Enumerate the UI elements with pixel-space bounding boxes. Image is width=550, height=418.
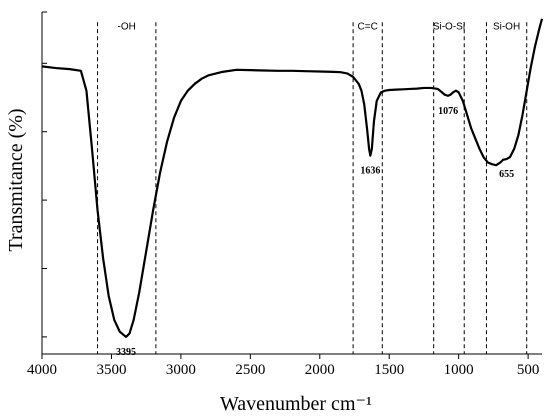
peak-label: 655	[499, 169, 514, 180]
y-axis-label: Transmitance (%)	[5, 108, 27, 251]
band-labels: -OH C=C Si-O-Si Si-OH	[118, 21, 521, 32]
x-tick-label: 1500	[374, 362, 404, 378]
x-axis-label: Wavenumber cm⁻¹	[220, 393, 372, 415]
x-tick-label: 500	[517, 362, 540, 378]
x-ticks: 4000 3500 3000 2500 2000 1500 1000 500	[27, 354, 539, 378]
x-tick-label: 2000	[305, 362, 335, 378]
x-tick-label: 2500	[235, 362, 265, 378]
peak-labels: 3395 1636 1076 655	[116, 106, 514, 358]
peak-label: 1076	[438, 106, 458, 117]
x-tick-label: 3500	[96, 362, 126, 378]
x-tick-label: 4000	[27, 362, 57, 378]
peak-label: 1636	[360, 166, 380, 177]
spectrum-line	[41, 18, 544, 338]
band-label: Si-O-Si	[433, 21, 465, 32]
band-label: Si-OH	[493, 21, 520, 32]
y-ticks	[42, 11, 47, 338]
band-label: -OH	[118, 21, 136, 32]
x-tick-label: 1000	[444, 362, 474, 378]
axes	[41, 12, 542, 355]
peak-label: 3395	[116, 347, 136, 358]
band-markers	[97, 22, 528, 354]
band-label: C=C	[358, 21, 378, 32]
x-tick-label: 3000	[166, 362, 196, 378]
